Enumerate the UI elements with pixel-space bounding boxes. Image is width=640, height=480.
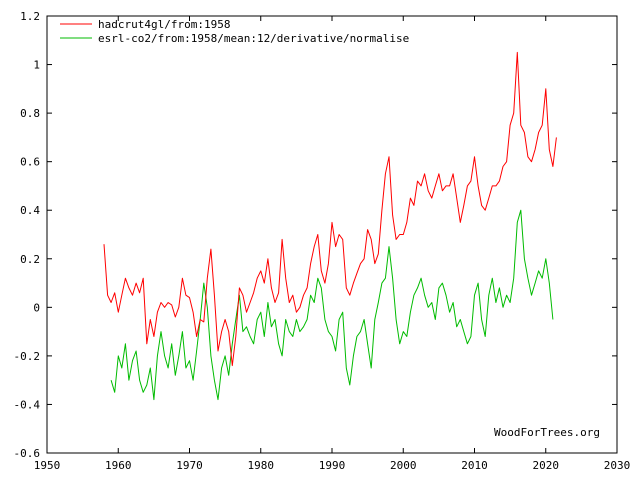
x-tick-label: 1960 (105, 459, 132, 472)
axis-layer: -0.6 -0.4 -0.2 0 0.2 0.4 0.6 0.8 1 1.2 1950 1960 197… (14, 10, 631, 472)
y-tick-label: 1 (33, 59, 40, 72)
y-tick-label: 0.6 (20, 156, 40, 169)
watermark: WoodForTrees.org (494, 426, 600, 439)
y-tick-label: 0.8 (20, 107, 40, 120)
y-tick-label: 0 (33, 301, 40, 314)
y-tick-label: -0.4 (14, 398, 41, 411)
x-tick-label: 2020 (533, 459, 560, 472)
y-tick-label: 0.2 (20, 253, 40, 266)
series-layer (103, 51, 557, 401)
x-tick-label: 2030 (604, 459, 631, 472)
x-tick-label: 2010 (461, 459, 488, 472)
legend-label-hadcrut: hadcrut4gl/from:1958 (98, 18, 230, 31)
legend: hadcrut4gl/from:1958 esrl-co2/from:1958/… (60, 18, 409, 45)
x-tick-label: 1950 (34, 459, 61, 472)
y-tick-label: -0.6 (14, 447, 41, 460)
x-tick-label: 1970 (176, 459, 203, 472)
series-line-hadcrut (103, 51, 557, 367)
series-line-co2 (110, 209, 554, 401)
y-tick-label: -0.2 (14, 350, 41, 363)
x-tick-label: 1990 (319, 459, 346, 472)
y-tick-label: 1.2 (20, 10, 40, 23)
y-tick-label: 0.4 (20, 204, 40, 217)
x-tick-label: 1980 (248, 459, 275, 472)
legend-label-co2: esrl-co2/from:1958/mean:12/derivative/no… (98, 32, 409, 45)
x-tick-label: 2000 (390, 459, 417, 472)
